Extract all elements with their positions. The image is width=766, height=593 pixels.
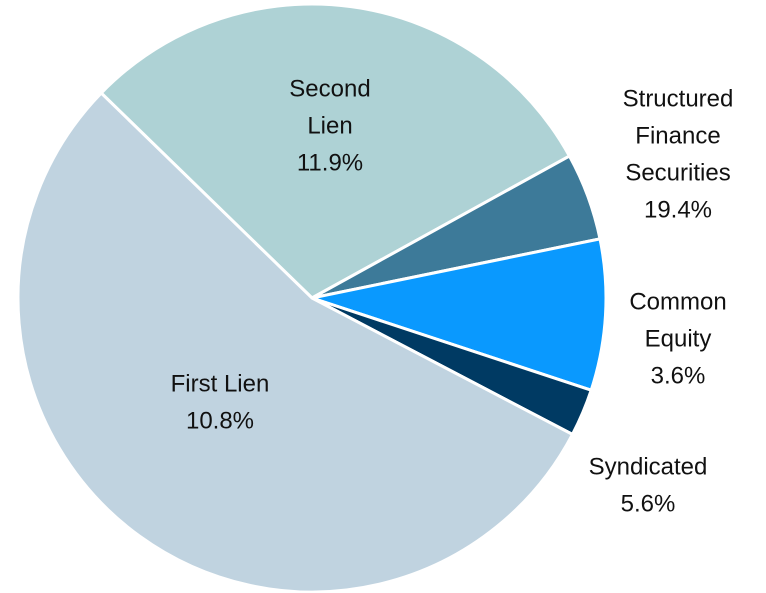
slice-label: 10.8%	[186, 407, 254, 434]
slice-category: Securities	[625, 159, 730, 186]
slice-label: 11.9%	[297, 149, 363, 176]
slice-label: 19.4%	[644, 196, 712, 223]
slice-category: Finance	[635, 122, 720, 149]
slice-category: Common	[629, 288, 726, 315]
slice-category: First Lien	[171, 370, 270, 397]
pie-slice	[16, 90, 575, 593]
slice-category: Structured	[623, 85, 734, 112]
slice-category: Lien	[307, 112, 352, 139]
slice-label: 3.6%	[651, 362, 706, 389]
slice-label: 5.6%	[621, 490, 676, 517]
slice-category: Second	[289, 75, 370, 102]
pie-slice	[99, 2, 572, 300]
pie-slice	[306, 237, 608, 393]
slice-category: Syndicated	[589, 453, 708, 480]
slice-category: Equity	[645, 325, 712, 352]
